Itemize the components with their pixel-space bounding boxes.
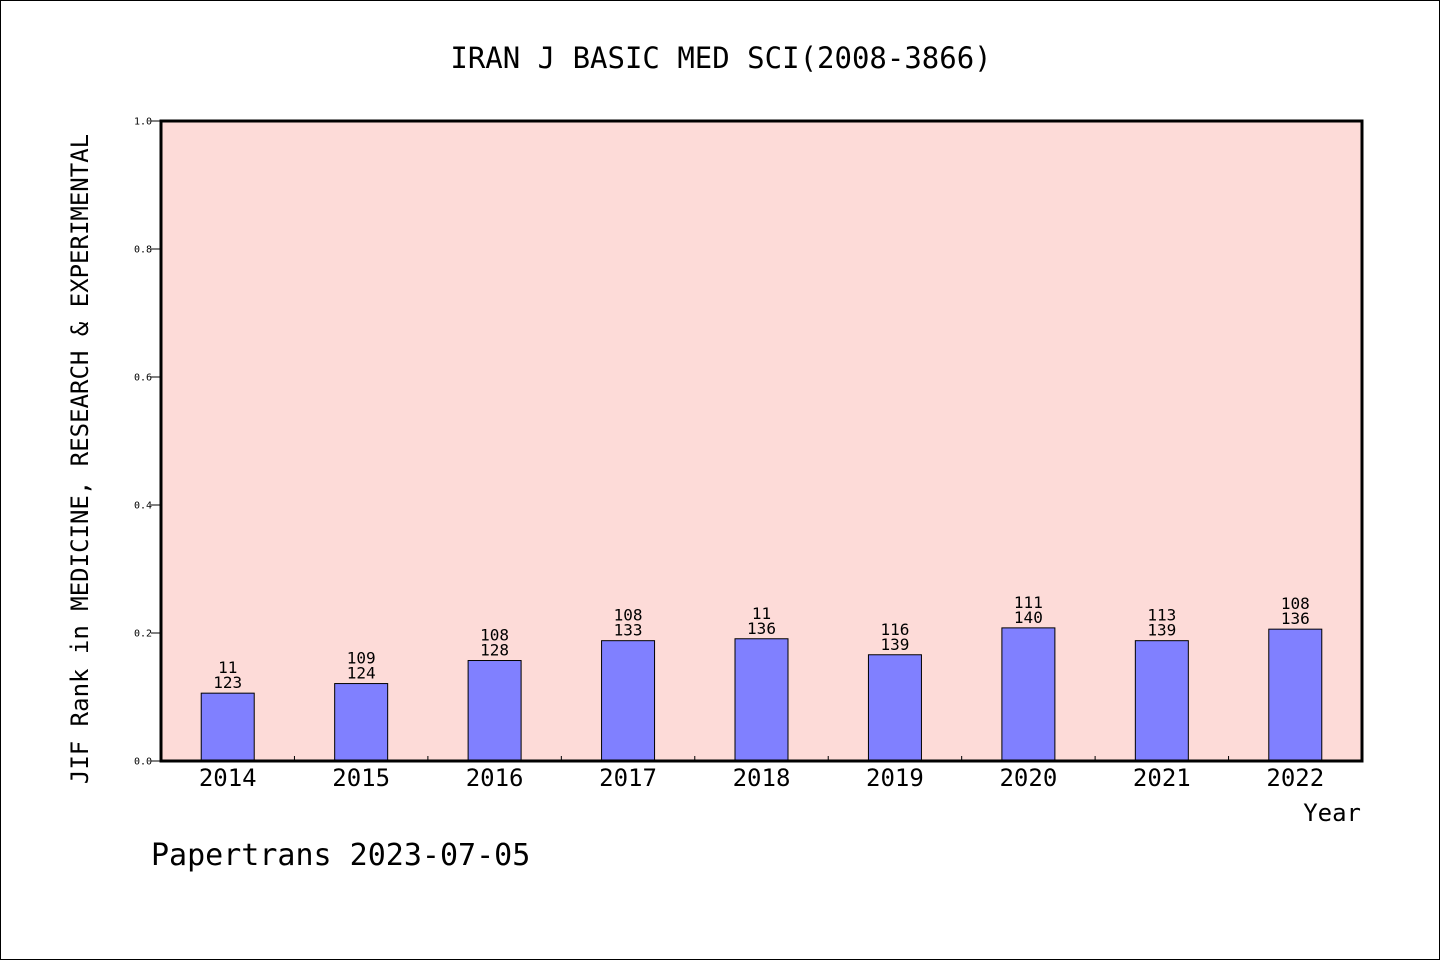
x-axis-ticks: 2014 2015 2016 2017 2018 2019 2020 2021 2022 xyxy=(199,756,1324,792)
bar-rank-label: 116 xyxy=(880,620,909,639)
bar-rank-label: 108 xyxy=(480,626,509,645)
chart-title: IRAN J BASIC MED SCI(2008-3866) xyxy=(450,41,991,75)
bar-rank-label: 113 xyxy=(1147,606,1176,625)
x-axis-label: Year xyxy=(1303,799,1361,827)
bar-2014 xyxy=(200,692,255,762)
bar-2016 xyxy=(467,660,522,762)
bar-total-label: 140 xyxy=(1014,608,1043,627)
y-tick-label: 0.2 xyxy=(134,629,152,640)
x-tick-label: 2017 xyxy=(599,764,657,792)
plot-border xyxy=(159,119,1364,763)
bar-total-label: 139 xyxy=(880,635,909,654)
bar-rank-label: 108 xyxy=(1281,594,1310,613)
bar-rank-label: 11 xyxy=(218,658,237,677)
y-axis-label: JIF Rank in MEDICINE, RESEARCH & EXPERIM… xyxy=(66,134,94,784)
bar-2018 xyxy=(734,638,789,762)
x-tick-label: 2016 xyxy=(466,764,524,792)
y-tick-label: 0.8 xyxy=(134,245,152,256)
bar-2021 xyxy=(1134,640,1189,762)
bar-total-label: 128 xyxy=(480,641,509,660)
bar-total-label: 133 xyxy=(614,621,643,640)
y-tick-label: 1.0 xyxy=(134,117,152,128)
bar-total-label: 139 xyxy=(1147,621,1176,640)
y-tick-label: 0.4 xyxy=(134,501,152,512)
bar-total-label: 123 xyxy=(213,673,242,692)
x-tick-label: 2021 xyxy=(1133,764,1191,792)
bar-2022 xyxy=(1268,628,1323,762)
bar-total-label: 136 xyxy=(1281,609,1310,628)
y-axis-ticks: 0.0 0.2 0.4 0.6 0.8 1.0 xyxy=(134,117,161,768)
bar-rank-label: 108 xyxy=(614,606,643,625)
x-tick-label: 2015 xyxy=(332,764,390,792)
x-tick-label: 2014 xyxy=(199,764,257,792)
x-tick-label: 2022 xyxy=(1266,764,1324,792)
bar-rank-label: 11 xyxy=(752,604,771,623)
bar-total-label: 136 xyxy=(747,619,776,638)
bar-2020 xyxy=(1001,627,1056,762)
y-tick-label: 0.6 xyxy=(134,373,152,384)
bar-rank-label: 111 xyxy=(1014,593,1043,612)
x-tick-label: 2020 xyxy=(999,764,1057,792)
bar-total-label: 124 xyxy=(347,664,376,683)
bar-2015 xyxy=(334,683,389,762)
x-tick-label: 2019 xyxy=(866,764,924,792)
bar-rank-label: 109 xyxy=(347,649,376,668)
bar-2017 xyxy=(601,640,656,762)
x-tick-label: 2018 xyxy=(733,764,791,792)
bar-2019 xyxy=(867,654,922,762)
footer-text: Papertrans 2023-07-05 xyxy=(151,838,530,873)
y-tick-label: 0.0 xyxy=(134,757,152,768)
bars-group xyxy=(200,627,1323,762)
